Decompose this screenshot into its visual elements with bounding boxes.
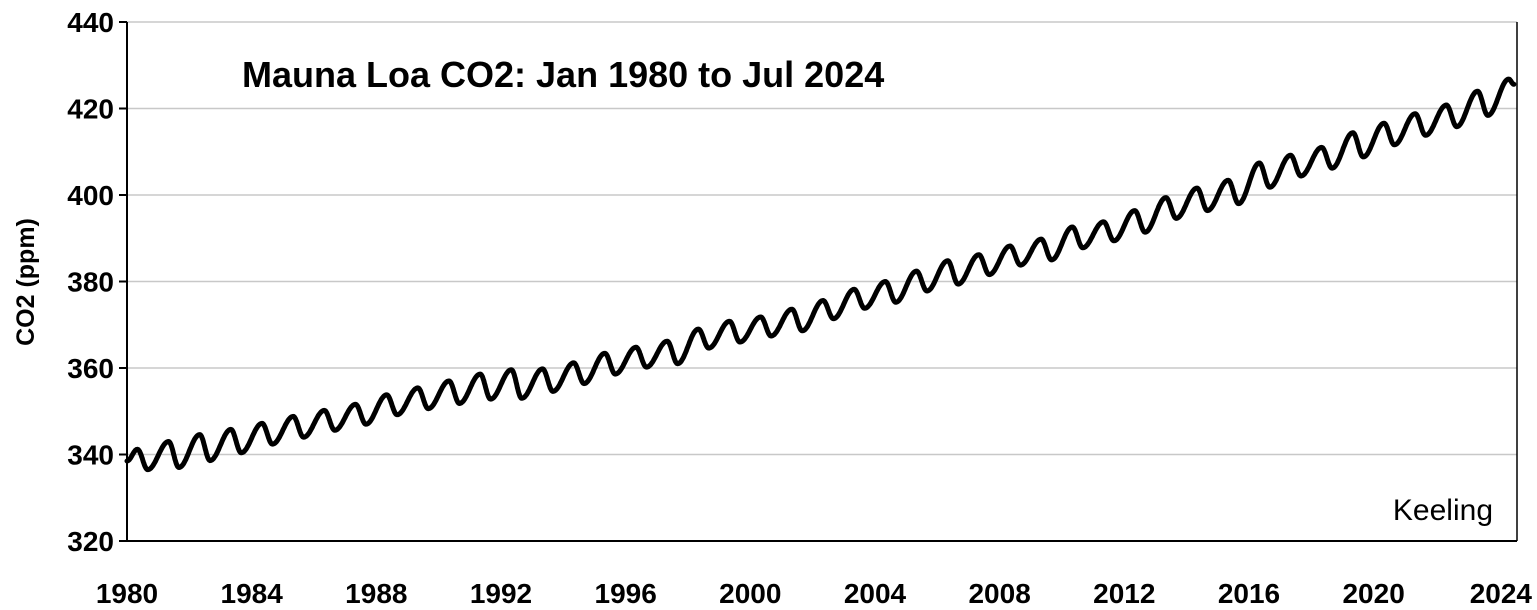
gridlines — [127, 21, 1517, 456]
x-tick-labels: 1980 1984 1988 1992 1996 2000 2004 2008 2012 2016… — [96, 578, 1533, 609]
x-tick-label: 2016 — [1218, 578, 1280, 609]
x-tick-label: 2008 — [968, 578, 1030, 609]
y-tick-label: 420 — [67, 94, 114, 125]
x-tick-label: 2012 — [1093, 578, 1155, 609]
x-tick-label: 2000 — [719, 578, 781, 609]
y-tick-labels: 320 340 360 380 400 420 440 — [67, 7, 114, 557]
y-tick-label: 440 — [67, 7, 114, 38]
source-label: Keeling — [1393, 494, 1493, 527]
chart-title: Mauna Loa CO2: Jan 1980 to Jul 2024 — [242, 54, 884, 95]
x-tick-label: 2004 — [844, 578, 907, 609]
axes — [119, 21, 1518, 542]
y-tick-label: 400 — [67, 180, 114, 211]
co2-series-line — [124, 76, 1517, 473]
x-tick-label: 2020 — [1342, 578, 1404, 609]
x-tick-label: 1996 — [595, 578, 657, 609]
x-tick-label: 1988 — [345, 578, 407, 609]
x-tick-label: 2024 — [1470, 578, 1533, 609]
y-tick-label: 340 — [67, 440, 114, 471]
x-tick-label: 1980 — [96, 578, 158, 609]
y-tick-label: 360 — [67, 353, 114, 384]
y-tick-label: 320 — [67, 526, 114, 557]
y-tick-label: 380 — [67, 267, 114, 298]
x-tick-label: 1984 — [221, 578, 284, 609]
x-tick-label: 1992 — [470, 578, 532, 609]
y-axis-label: CO2 (ppm) — [12, 218, 40, 346]
